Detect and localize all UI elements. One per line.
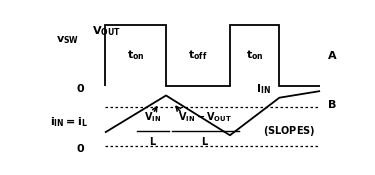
Text: $\mathbf{A}$: $\mathbf{A}$ xyxy=(327,49,338,61)
Text: $\mathbf{t_{off}}$: $\mathbf{t_{off}}$ xyxy=(188,48,208,62)
Text: $\mathbf{t_{on}}$: $\mathbf{t_{on}}$ xyxy=(246,48,264,62)
Text: $\mathbf{L}$: $\mathbf{L}$ xyxy=(201,135,209,147)
Text: $\mathbf{B}$: $\mathbf{B}$ xyxy=(327,98,337,110)
Text: $\mathbf{V_{OUT}}$: $\mathbf{V_{OUT}}$ xyxy=(92,24,121,38)
Text: $\mathbf{(SLOPES)}$: $\mathbf{(SLOPES)}$ xyxy=(263,124,316,138)
Text: $\mathbf{V_{IN} - V_{OUT}}$: $\mathbf{V_{IN} - V_{OUT}}$ xyxy=(178,110,232,124)
Text: $\mathbf{0}$: $\mathbf{0}$ xyxy=(76,82,85,94)
Text: $\mathbf{0}$: $\mathbf{0}$ xyxy=(76,142,85,154)
Text: $\mathbf{t_{on}}$: $\mathbf{t_{on}}$ xyxy=(127,48,144,62)
Text: $\mathbf{V_{IN}}$: $\mathbf{V_{IN}}$ xyxy=(144,110,162,124)
Text: $\mathbf{L}$: $\mathbf{L}$ xyxy=(149,135,157,147)
Text: $\mathbf{i_{IN}= i_L}$: $\mathbf{i_{IN}= i_L}$ xyxy=(50,115,88,129)
Text: $\mathbf{I_{IN}}$: $\mathbf{I_{IN}}$ xyxy=(256,82,271,96)
Text: $\mathbf{v_{SW}}$: $\mathbf{v_{SW}}$ xyxy=(56,34,79,46)
